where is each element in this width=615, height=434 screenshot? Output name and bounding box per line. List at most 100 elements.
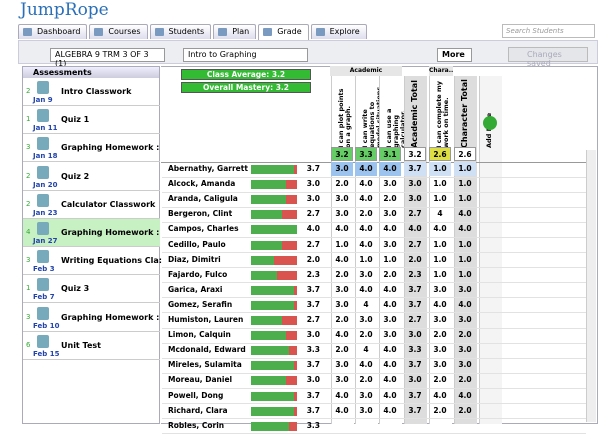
score-cell[interactable]: 3.0 (408, 179, 422, 189)
score-cell[interactable]: 2.0 (335, 179, 349, 189)
score-cell[interactable]: 2.0 (433, 375, 447, 385)
score-cell[interactable]: 4.0 (355, 162, 377, 176)
score-cell[interactable]: 1.0 (433, 179, 447, 189)
score-cell[interactable]: 2.7 (408, 315, 422, 324)
score-cell[interactable]: 3.7 (408, 390, 422, 400)
assessment-item[interactable]: 2 Jan 9 Intro Classwork (23, 78, 160, 106)
score-cell[interactable]: 3.7 (404, 162, 426, 176)
assessment-item[interactable]: 6 Feb 15 Unit Test (23, 332, 160, 360)
score-cell[interactable]: 2.7 (408, 239, 422, 249)
tab[interactable]: Dashboard (18, 24, 88, 39)
student-name[interactable]: Fajardo, Fulco (168, 269, 228, 279)
score-cell[interactable]: 2.0 (433, 330, 447, 340)
score-cell[interactable]: 4 (363, 299, 369, 309)
student-name[interactable]: Diaz, Dimitri (168, 254, 221, 264)
score-cell[interactable]: 3.7 (408, 299, 422, 309)
score-cell[interactable]: 3.0 (335, 375, 349, 385)
unit-select[interactable]: Intro to Graphing (183, 48, 308, 62)
score-cell[interactable]: 3.0 (359, 315, 373, 324)
assessment-item[interactable]: 1 Jan 11 Quiz 1 (23, 106, 160, 135)
score-cell[interactable]: 4.0 (335, 405, 349, 415)
score-cell[interactable]: 1.0 (429, 162, 451, 176)
student-name[interactable]: Limon, Calquin (168, 330, 231, 340)
score-cell[interactable]: 2.7 (408, 209, 422, 219)
student-name[interactable]: Abernathy, Garrett (168, 164, 248, 173)
score-cell[interactable]: 4.0 (335, 254, 349, 264)
assessment-item[interactable]: 2 Jan 23 Calculator Classwork (23, 191, 160, 219)
student-name[interactable]: Gomez, Serafin (168, 299, 233, 309)
score-cell[interactable]: 2.0 (433, 405, 447, 415)
score-cell[interactable]: 2.0 (383, 194, 397, 204)
assessment-item[interactable]: 4 Jan 27 Graphing Homework : (23, 219, 160, 247)
score-cell[interactable]: 4.0 (383, 375, 397, 385)
score-cell[interactable]: 1.0 (458, 269, 472, 279)
score-cell[interactable]: 3.0 (458, 360, 472, 370)
assessment-item[interactable]: 3 Feb 3 Writing Equations Cla: (23, 247, 162, 276)
score-cell[interactable]: 2.0 (335, 345, 349, 355)
score-cell[interactable]: 1.0 (454, 162, 476, 176)
score-cell[interactable]: 3.0 (458, 345, 472, 355)
student-name[interactable]: Cedillo, Paulo (168, 239, 226, 249)
assessment-item[interactable]: 3 Jan 18 Graphing Homework : (23, 134, 160, 163)
score-cell[interactable]: 3.0 (383, 209, 397, 219)
score-cell[interactable]: 3.0 (458, 315, 472, 324)
score-cell[interactable]: 1.0 (458, 239, 472, 249)
score-cell[interactable]: 3.0 (335, 284, 349, 294)
score-cell[interactable]: 3.0 (433, 360, 447, 370)
score-cell[interactable]: 3.0 (408, 194, 422, 204)
score-cell[interactable]: 4.0 (383, 390, 397, 400)
assessment-item[interactable]: 3 Feb 10 Graphing Homework : (23, 304, 160, 332)
assessment-item[interactable]: 1 Feb 7 Quiz 3 (23, 275, 160, 304)
score-cell[interactable]: 4.0 (383, 360, 397, 370)
score-cell[interactable]: 4.0 (383, 405, 397, 415)
score-cell[interactable]: 3.3 (408, 345, 422, 355)
score-cell[interactable]: 4.0 (359, 284, 373, 294)
score-cell[interactable]: 4.0 (359, 179, 373, 189)
score-cell[interactable]: 4.0 (383, 284, 397, 294)
score-cell[interactable]: 4.0 (458, 390, 472, 400)
tab[interactable]: Courses (89, 24, 148, 39)
score-cell[interactable]: 1.0 (433, 194, 447, 204)
score-cell[interactable]: 2.0 (408, 254, 422, 264)
score-cell[interactable]: 3.7 (408, 360, 422, 370)
student-name[interactable]: Humiston, Lauren (168, 315, 244, 324)
score-cell[interactable]: 2.0 (335, 269, 349, 279)
tab[interactable]: Students (149, 24, 212, 39)
score-cell[interactable]: 3.0 (408, 375, 422, 385)
score-cell[interactable]: 2.0 (359, 330, 373, 340)
tab[interactable]: Grade (258, 24, 309, 40)
tab[interactable]: Plan (213, 24, 257, 39)
score-cell[interactable]: 3.0 (408, 330, 422, 340)
score-cell[interactable]: 3.7 (408, 284, 422, 294)
score-cell[interactable]: 1.0 (433, 269, 447, 279)
score-cell[interactable]: 3.0 (359, 269, 373, 279)
score-cell[interactable]: 1.0 (335, 239, 349, 249)
score-cell[interactable]: 3.7 (408, 405, 422, 415)
student-name[interactable]: Richard, Clara (168, 405, 228, 415)
score-cell[interactable]: 1.0 (433, 239, 447, 249)
student-name[interactable]: Campos, Charles (168, 224, 239, 234)
score-cell[interactable]: 4.0 (379, 162, 401, 176)
score-cell[interactable]: 4.0 (359, 239, 373, 249)
score-cell[interactable]: 2.0 (458, 375, 472, 385)
score-cell[interactable]: 4.0 (383, 299, 397, 309)
score-cell[interactable]: 2.0 (359, 375, 373, 385)
score-cell[interactable]: 3.0 (383, 239, 397, 249)
more-button[interactable]: More (437, 48, 472, 62)
score-cell[interactable]: 2.0 (335, 315, 349, 324)
score-cell[interactable]: 4.0 (433, 224, 447, 234)
student-name[interactable]: Alcock, Amanda (168, 179, 236, 189)
tab[interactable]: Explore (310, 24, 367, 39)
score-cell[interactable]: 1.0 (458, 194, 472, 204)
score-cell[interactable]: 2.0 (458, 330, 472, 340)
score-cell[interactable]: 4.0 (335, 390, 349, 400)
score-cell[interactable]: 4.0 (433, 390, 447, 400)
score-cell[interactable]: 3.0 (458, 284, 472, 294)
score-cell[interactable]: 4.0 (458, 299, 472, 309)
score-cell[interactable]: 3.0 (335, 209, 349, 219)
score-cell[interactable]: 3.0 (383, 315, 397, 324)
score-cell[interactable]: 3.0 (433, 315, 447, 324)
score-cell[interactable]: 4 (437, 209, 443, 219)
score-cell[interactable]: 4.0 (433, 299, 447, 309)
score-cell[interactable]: 2.0 (359, 209, 373, 219)
